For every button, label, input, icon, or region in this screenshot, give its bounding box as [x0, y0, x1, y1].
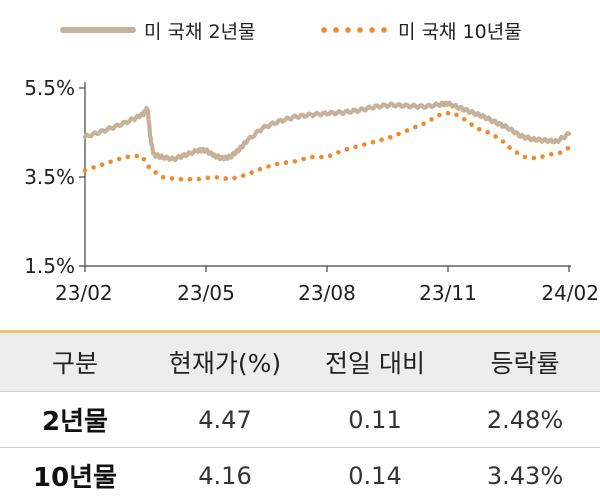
series-dot-10y — [292, 159, 298, 164]
series-dot-10y — [485, 130, 491, 135]
series-dot-10y — [413, 124, 418, 130]
series-dot-10y — [429, 117, 434, 122]
series-dot-10y — [421, 121, 426, 126]
legend-swatch-2y — [60, 27, 136, 33]
series-dot-10y — [99, 162, 105, 167]
series-dot-10y — [344, 147, 350, 152]
yield-table: 구분 현재가(%) 전일 대비 등락률 2년물 4.47 0.11 2.48% … — [0, 330, 600, 504]
series-dot-10y — [565, 146, 571, 151]
series-dot-10y — [160, 174, 166, 180]
series-dot-10y — [437, 112, 442, 118]
series-dot-10y — [82, 168, 88, 173]
series-dot-10y — [454, 112, 459, 118]
series-dot-10y — [379, 137, 384, 142]
table-header-change: 전일 대비 — [325, 349, 425, 378]
y-tick-label: 5.5% — [24, 76, 75, 100]
series-dot-10y — [507, 145, 512, 150]
series-dot-10y — [462, 117, 467, 122]
table-cell-change: 0.11 — [348, 405, 402, 434]
series-dot-10y — [169, 176, 175, 181]
series-dot-10y — [445, 110, 451, 116]
series-dot-10y — [214, 175, 220, 180]
x-tick-label: 24/02 — [541, 281, 599, 305]
series-dot-10y — [500, 139, 506, 144]
series-dot-10y — [153, 170, 158, 175]
series-dot-10y — [257, 166, 263, 172]
chart-legend: 미 국채 2년물 미 국채 10년물 — [0, 0, 600, 60]
table-header-rate: 등락률 — [490, 349, 560, 378]
series-10y — [82, 110, 571, 182]
series-dot-10y — [493, 134, 498, 139]
y-tick-label: 1.5% — [24, 254, 75, 278]
table-cell-rate: 3.43% — [486, 461, 564, 490]
series-dot-10y — [469, 122, 474, 127]
series-dot-10y — [353, 144, 358, 150]
x-tick-label: 23/11 — [419, 281, 477, 305]
table-header-row: 구분 현재가(%) 전일 대비 등락률 — [0, 331, 600, 392]
table-cell-change: 0.14 — [348, 461, 402, 490]
series-dot-10y — [116, 156, 122, 162]
series-line-2y — [82, 100, 572, 163]
series-dot-10y — [557, 150, 563, 155]
series-dot-10y — [361, 142, 367, 147]
series-dot-10y — [223, 176, 228, 181]
table-cell-name: 2년물 — [42, 407, 108, 437]
series-dot-10y — [266, 164, 271, 169]
series-dot-10y — [91, 165, 96, 170]
series-dot-10y — [327, 153, 333, 158]
series-dot-10y — [301, 156, 306, 162]
x-tick-label: 23/05 — [177, 281, 235, 305]
table-row: 2년물 4.47 0.11 2.48% — [0, 391, 600, 448]
series-dot-10y — [205, 175, 211, 181]
series-dot-10y — [240, 173, 246, 178]
series-dot-10y — [548, 152, 554, 157]
series-dot-10y — [232, 175, 237, 181]
table-cell-name: 10년물 — [32, 463, 118, 494]
x-tick-label: 23/02 — [55, 281, 113, 305]
series-dot-10y — [187, 176, 193, 182]
series-dot-10y — [388, 135, 393, 140]
series-dot-10y — [396, 131, 401, 137]
legend-item-2y: 미 국채 2년물 — [60, 16, 256, 44]
series-dot-10y — [108, 159, 113, 165]
series-dot-10y — [531, 155, 537, 161]
x-tick-label: 23/08 — [298, 281, 356, 305]
series-dot-10y — [522, 154, 528, 160]
series-dot-10y — [141, 157, 147, 162]
table-cell-rate: 2.48% — [486, 405, 564, 434]
line-chart: 5.5% 3.5% 1.5% 23/02 23/05 23/08 23/11 24/02 — [24, 76, 599, 305]
table-header-category: 구분 — [51, 349, 98, 378]
table-header-price: 현재가(%) — [168, 349, 282, 378]
series-dot-10y — [476, 126, 482, 132]
series-dot-10y — [540, 154, 545, 159]
legend-label-10y: 미 국채 10년물 — [398, 20, 522, 43]
series-dot-10y — [283, 160, 289, 165]
legend-label-2y: 미 국채 2년물 — [144, 20, 256, 43]
series-dot-10y — [125, 154, 131, 160]
series-dot-10y — [310, 154, 315, 160]
legend-item-10y: 미 국채 10년물 — [318, 16, 522, 44]
series-dot-10y — [249, 170, 254, 175]
legend-swatch-10y — [318, 27, 388, 33]
series-dot-10y — [336, 150, 341, 155]
series-dot-10y — [274, 161, 280, 167]
series-dot-10y — [370, 139, 376, 145]
series-dot-10y — [404, 128, 410, 133]
series-dot-10y — [178, 176, 184, 182]
series-dot-10y — [134, 153, 140, 159]
table-cell-price: 4.16 — [198, 461, 252, 490]
series-dot-10y — [146, 164, 151, 170]
series-dot-10y — [514, 150, 520, 155]
table-row: 10년물 4.16 0.14 3.43% — [0, 447, 600, 504]
table-cell-price: 4.47 — [198, 405, 252, 434]
series-dot-10y — [319, 154, 324, 160]
series-2y — [82, 100, 572, 163]
y-tick-label: 3.5% — [24, 165, 75, 189]
series-dot-10y — [196, 176, 202, 182]
